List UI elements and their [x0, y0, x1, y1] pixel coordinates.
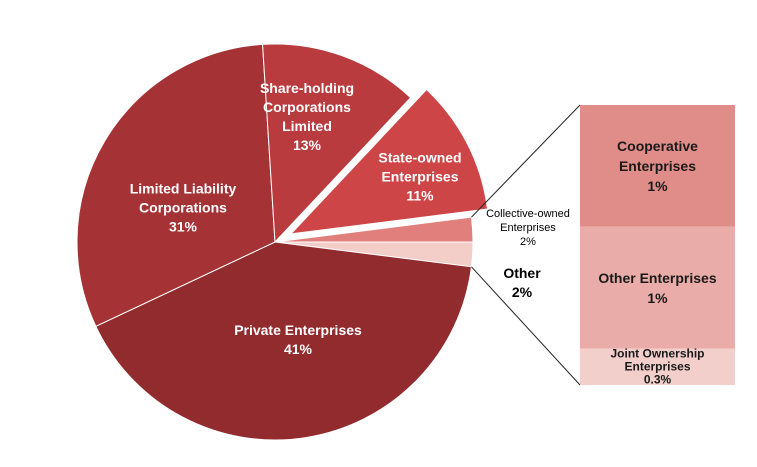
- pie-slice: [274, 216, 474, 243]
- label-text: 2%: [511, 284, 533, 300]
- label-text: Cooperative Enterprises: [617, 137, 698, 174]
- pie-slice: [262, 43, 412, 244]
- label-text: Other: [503, 265, 541, 281]
- label-text: 41%: [283, 341, 313, 357]
- label-text: 11%: [406, 187, 434, 204]
- segment-label: Joint Ownership Enterprises 0.3%: [585, 347, 730, 386]
- slice-label: Collective-owned Enterprises 2%: [468, 207, 588, 249]
- label-text: Joint Ownership Enterprises: [610, 346, 705, 374]
- pie-slice: [95, 241, 472, 441]
- pie-slice: [76, 43, 276, 327]
- label-text: 0.3%: [643, 372, 672, 387]
- label-text: State-owned Enterprises: [378, 149, 462, 185]
- label-text: Share-holding Corporations Limited: [259, 80, 355, 134]
- bar-segment: [580, 226, 735, 349]
- label-text: 31%: [168, 218, 198, 235]
- label-text: Collective-owned Enterprises: [486, 208, 570, 234]
- slice-label: Private Enterprises 41%: [234, 321, 362, 359]
- label-text: 1%: [647, 289, 668, 306]
- segment-label: Other Enterprises 1%: [585, 268, 730, 308]
- slice-label: Share-holding Corporations Limited 13%: [242, 79, 372, 155]
- connector-line: [471, 266, 581, 386]
- slice-label: State-owned Enterprises 11%: [360, 149, 480, 206]
- label-text: 2%: [520, 236, 536, 248]
- bar-segment: [580, 105, 735, 227]
- slice-label: Limited Liability Corporations 31%: [108, 180, 258, 237]
- label-text: Private Enterprises: [234, 322, 362, 338]
- bar-segment: [580, 348, 735, 385]
- segment-label: Cooperative Enterprises 1%: [585, 136, 730, 196]
- label-text: 1%: [647, 177, 668, 194]
- label-text: Limited Liability Corporations: [129, 180, 237, 216]
- connector-line: [471, 104, 581, 218]
- label-text: 13%: [292, 137, 322, 153]
- label-text: Other Enterprises: [598, 269, 717, 286]
- slice-label: Other 2%: [503, 264, 540, 302]
